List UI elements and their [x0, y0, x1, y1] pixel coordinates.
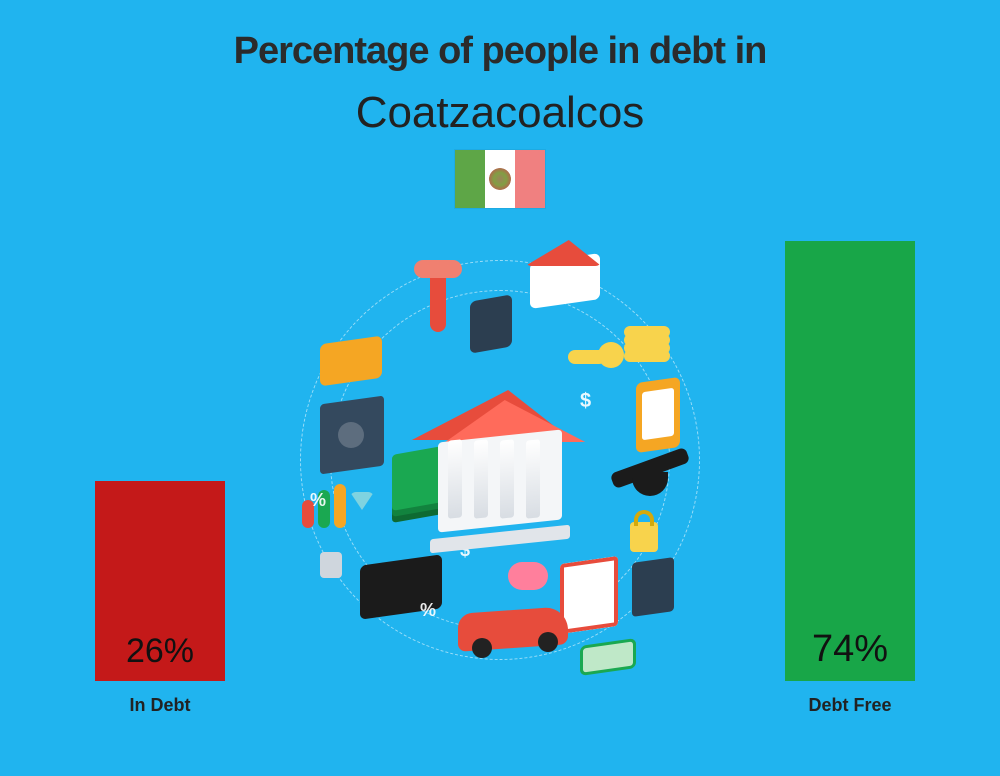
house-roof-icon	[525, 240, 607, 266]
bank-column-icon	[500, 439, 514, 518]
phone-screen-icon	[642, 388, 674, 440]
bar-value-in-debt: 26%	[95, 632, 225, 671]
flag-stripe-left	[455, 150, 485, 208]
envelope-icon	[320, 336, 382, 387]
padlock-shackle-icon	[634, 510, 654, 526]
bank-column-icon	[526, 439, 540, 518]
percent-sign-icon: %	[310, 490, 326, 511]
bank-column-icon	[474, 439, 488, 518]
bar-label-debt-free: Debt Free	[770, 695, 930, 716]
bank-column-icon	[448, 439, 462, 518]
mexico-flag-icon	[455, 150, 545, 208]
clipboard-icon	[560, 556, 618, 634]
finance-illustration: $ $ % %	[280, 240, 720, 680]
key-head-icon	[598, 342, 624, 368]
flag-emblem-icon	[489, 168, 511, 190]
bar-rect-debt-free: 74%	[785, 241, 915, 681]
padlock-icon	[630, 522, 658, 552]
banknote-icon	[580, 638, 636, 676]
bar-in-debt: 26% In Debt	[80, 481, 240, 716]
calculator-small-icon	[632, 557, 674, 617]
bar-rect-in-debt: 26%	[95, 481, 225, 681]
barchart-icon	[334, 484, 346, 528]
percent-sign-icon: %	[420, 600, 436, 621]
page-title: Percentage of people in debt in	[0, 30, 1000, 73]
coin-stack-icon	[624, 350, 670, 362]
bar-label-in-debt: In Debt	[80, 695, 240, 716]
car-wheel-icon	[538, 632, 558, 652]
safe-dial-icon	[338, 422, 364, 448]
bank-building-icon	[420, 390, 580, 540]
caduceus-wing-icon	[414, 260, 462, 278]
car-wheel-icon	[472, 638, 492, 658]
flag-stripe-right	[515, 150, 545, 208]
flag-stripe-center	[485, 150, 515, 208]
bar-debt-free: 74% Debt Free	[770, 241, 930, 716]
bar-value-debt-free: 74%	[785, 628, 915, 671]
page-subtitle: Coatzacoalcos	[0, 88, 1000, 138]
piggybank-icon	[508, 562, 548, 590]
infographic-canvas: Percentage of people in debt in Coatzaco…	[0, 0, 1000, 776]
calculator-icon	[470, 294, 512, 353]
padlock-open-icon	[320, 552, 342, 578]
diamond-icon	[350, 492, 374, 510]
